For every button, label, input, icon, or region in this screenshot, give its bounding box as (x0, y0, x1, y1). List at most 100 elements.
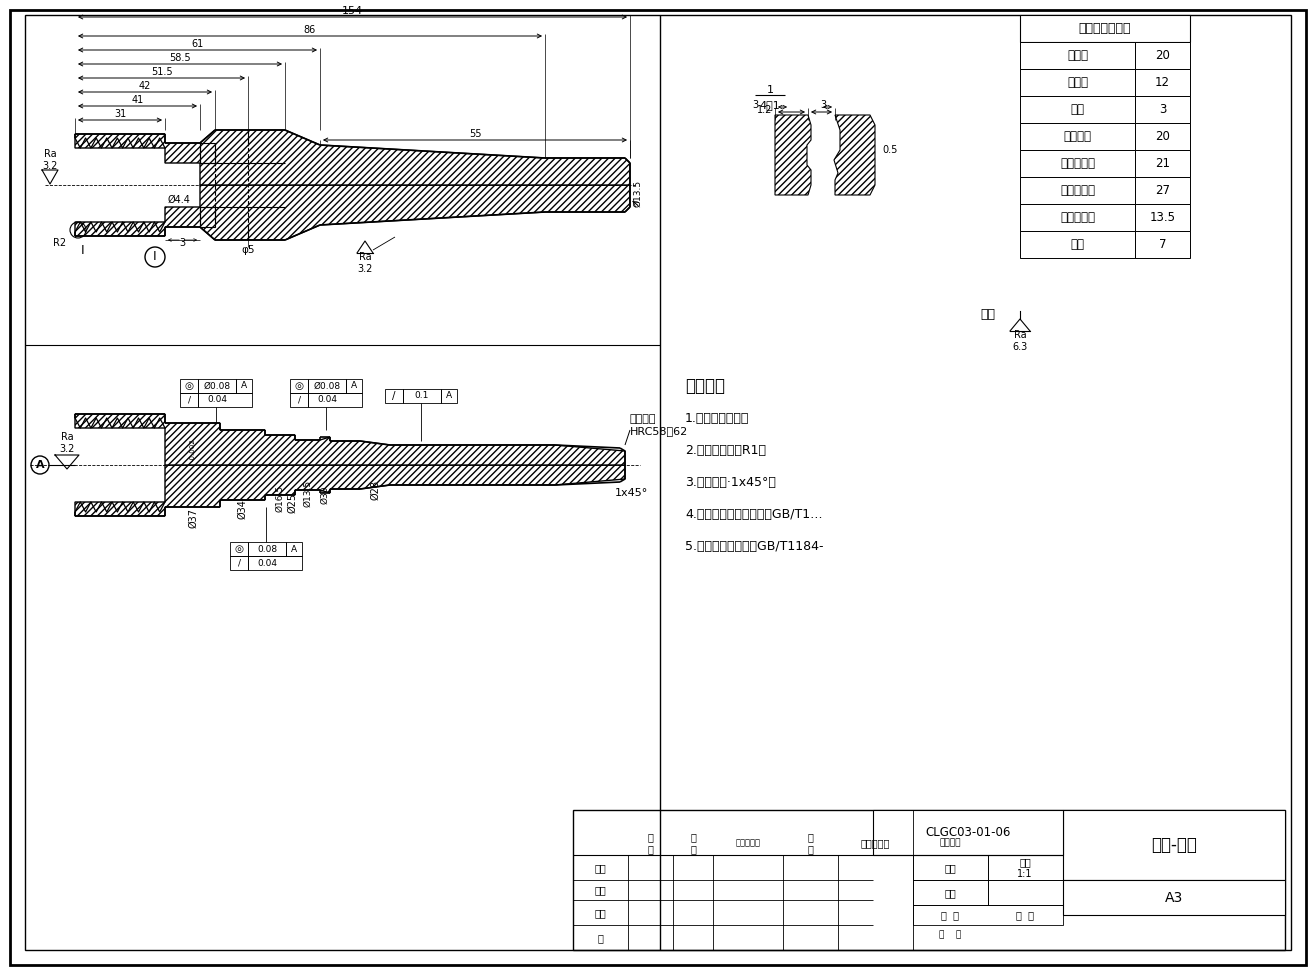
Bar (308, 393, 362, 407)
Text: φ5: φ5 (241, 245, 255, 255)
Text: /: / (187, 396, 191, 405)
Bar (290, 393, 308, 407)
Bar (1020, 15, 1190, 42)
Text: 1.2: 1.2 (757, 105, 772, 115)
Bar (1134, 123, 1190, 150)
Text: 20: 20 (1155, 49, 1170, 62)
Text: 共    张: 共 张 (938, 930, 961, 940)
Text: Ø0.08: Ø0.08 (313, 381, 341, 391)
Bar (913, 880, 988, 905)
Text: Ra
3.2: Ra 3.2 (358, 253, 372, 274)
Text: CLGC03-01-06: CLGC03-01-06 (925, 826, 1011, 838)
Text: 螺旋角: 螺旋角 (1067, 76, 1088, 89)
Text: 阶段标记: 阶段标记 (940, 838, 961, 847)
Polygon shape (75, 465, 625, 516)
Polygon shape (200, 207, 215, 227)
Text: Ø25: Ø25 (287, 493, 297, 513)
Text: 5.未注形位公差采用GB/T1184-: 5.未注形位公差采用GB/T1184- (686, 540, 824, 553)
Text: 重量: 重量 (944, 863, 955, 873)
Text: 51.5: 51.5 (151, 67, 172, 77)
Bar (1020, 177, 1134, 204)
Text: 31: 31 (114, 109, 126, 119)
Text: 1: 1 (766, 85, 774, 95)
Bar (572, 810, 1284, 950)
Text: 0.5: 0.5 (882, 145, 898, 155)
Bar (1134, 150, 1190, 177)
Text: 4.未注公差线性尺寸采用GB/T1…: 4.未注公差线性尺寸采用GB/T1… (686, 508, 822, 521)
Polygon shape (775, 115, 811, 195)
Text: 比例
1:1: 比例 1:1 (1017, 857, 1033, 878)
Text: 签
名: 签 名 (807, 833, 813, 854)
Text: 分度圆直径: 分度圆直径 (1059, 157, 1095, 170)
Bar (290, 379, 308, 393)
Bar (308, 379, 346, 393)
Text: I: I (153, 251, 157, 263)
Polygon shape (200, 143, 215, 163)
Text: ◎: ◎ (234, 544, 243, 554)
Text: 批: 批 (597, 933, 603, 943)
Bar (988, 880, 1063, 905)
Text: Ø34: Ø34 (237, 499, 247, 519)
Text: /: / (297, 396, 300, 405)
Bar (1020, 123, 1134, 150)
Polygon shape (834, 115, 875, 195)
Text: 标设: 标设 (594, 863, 605, 873)
Text: 审核: 审核 (594, 885, 605, 895)
Text: ◎: ◎ (184, 381, 193, 391)
Polygon shape (75, 414, 625, 465)
Text: 4：1: 4：1 (759, 100, 780, 110)
Bar (247, 542, 286, 556)
Text: ◎: ◎ (295, 381, 304, 391)
Bar (1020, 150, 1134, 177)
Text: A: A (351, 381, 357, 391)
Text: 86: 86 (304, 25, 316, 35)
Text: 技术要求: 技术要求 (686, 377, 725, 395)
Text: 齿根圆直径: 齿根圆直径 (1059, 211, 1095, 224)
Text: 61: 61 (191, 39, 204, 49)
Text: Ø28: Ø28 (370, 480, 380, 500)
Bar (1063, 880, 1284, 915)
Text: 58.5: 58.5 (170, 53, 191, 63)
Text: 12: 12 (1155, 76, 1170, 89)
Text: /: / (237, 559, 241, 567)
Bar (286, 542, 301, 556)
Text: 41: 41 (132, 95, 143, 105)
Text: 齿数: 齿数 (1070, 238, 1084, 251)
Bar (180, 393, 197, 407)
Bar (913, 905, 1063, 925)
Bar (988, 855, 1063, 880)
Text: 3.未注倒角·1x45°；: 3.未注倒角·1x45°； (686, 476, 776, 489)
Text: A: A (36, 460, 45, 470)
Text: 27: 27 (1155, 184, 1170, 197)
Text: 7: 7 (1159, 238, 1166, 251)
Text: A3: A3 (1165, 891, 1183, 905)
Text: A: A (446, 392, 453, 401)
Text: Ra
3.2: Ra 3.2 (59, 432, 75, 453)
Text: 基圆直径: 基圆直径 (1063, 130, 1091, 143)
Text: 154: 154 (342, 6, 363, 16)
Text: 0.04: 0.04 (317, 396, 337, 405)
Text: 齿顶圆直径: 齿顶圆直径 (1059, 184, 1095, 197)
Text: 0.1: 0.1 (415, 392, 429, 401)
Bar (873, 810, 1063, 855)
Bar (1020, 42, 1134, 69)
Text: 2.未注圆角半径R1；: 2.未注圆角半径R1； (686, 444, 766, 457)
Bar (1063, 810, 1284, 880)
Text: 模数: 模数 (1070, 103, 1084, 116)
Text: 3: 3 (820, 100, 826, 110)
Text: Ø13.5: Ø13.5 (304, 480, 312, 507)
Text: -0.002: -0.002 (190, 439, 196, 461)
Bar (386, 389, 403, 403)
Bar (230, 542, 247, 556)
Polygon shape (75, 130, 630, 185)
Bar (1134, 177, 1190, 204)
Bar (913, 855, 988, 880)
Bar (403, 389, 441, 403)
Text: 共  张: 共 张 (941, 910, 959, 920)
Text: I: I (82, 244, 84, 256)
Text: 3: 3 (751, 100, 758, 110)
Bar (236, 379, 251, 393)
Text: 3: 3 (1159, 103, 1166, 116)
Text: 0.04: 0.04 (207, 396, 226, 405)
Text: /: / (392, 391, 396, 401)
